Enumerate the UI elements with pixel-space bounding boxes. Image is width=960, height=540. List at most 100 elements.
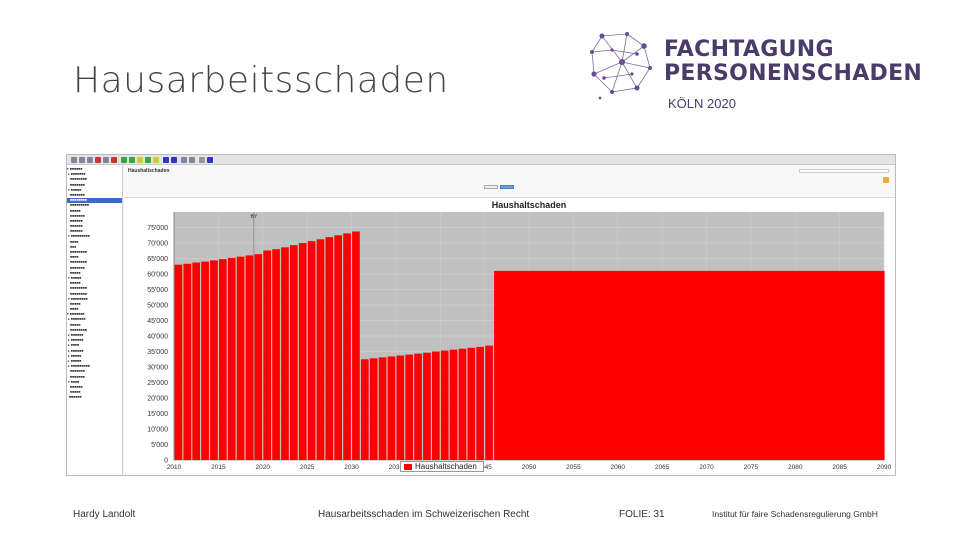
tree-item[interactable]: ■■■■■■■■ (67, 260, 87, 265)
bar (316, 239, 325, 460)
toolbar-icon[interactable] (121, 157, 127, 163)
tree-item[interactable]: ▾ ■■■■■■■■ (67, 296, 88, 301)
event-location: KÖLN 2020 (668, 96, 736, 111)
tree-item[interactable]: ▸ ■■■■■ (67, 358, 82, 363)
tree-item[interactable]: ■■■■■ (67, 390, 81, 395)
toolbar-icon[interactable] (199, 157, 205, 163)
tree-item[interactable]: ▸ ■■■■■■ (67, 348, 84, 353)
date-field[interactable] (799, 169, 889, 173)
event-logo: FACHTAGUNG PERSONENSCHADEN KÖLN 2020 (582, 26, 922, 116)
x-tick-label: 2055 (566, 464, 581, 471)
toolbar-icon[interactable] (111, 157, 117, 163)
bar-chart: Haushaltschaden 0 5'000 10'000 15'000 20'000 2… (147, 200, 891, 471)
tree-item[interactable]: ■■■■■■ (67, 224, 83, 229)
y-tick-label: 10'000 (147, 427, 168, 434)
tree-item[interactable]: ■■■■■ (67, 208, 81, 213)
view-tab[interactable] (484, 185, 498, 189)
tree-item[interactable]: ▸ ■■■■■■■ (67, 317, 86, 322)
footer-subject: Hausarbeitsschaden im Schweizerischen Re… (318, 509, 530, 520)
tree-item[interactable]: ■■■■ (67, 255, 79, 260)
toolbar-icon[interactable] (181, 157, 187, 163)
tree-item[interactable]: ▾ ■■■■■ (67, 187, 82, 192)
y-tick-label: 15'000 (147, 411, 168, 418)
toolbar-icon[interactable] (103, 157, 109, 163)
x-tick-label: 2020 (256, 464, 271, 471)
bar (227, 257, 236, 460)
tree-item[interactable]: ▾ ■■■■■■ (67, 167, 83, 171)
bar (236, 256, 245, 460)
tree-item[interactable]: ▾ ■■■■■■■ (67, 312, 85, 317)
x-tick-label: 2060 (611, 464, 626, 471)
tree-item[interactable]: ■■■■ (67, 307, 79, 312)
logo-line-2: PERSONENSCHADEN (664, 61, 923, 86)
tree-item[interactable]: ■■■■■■■■ (67, 177, 87, 182)
tree-item[interactable]: ■■■■■■ (67, 218, 83, 223)
toolbar-icon[interactable] (137, 157, 143, 163)
tree-item[interactable]: ■■■■■■■■ (67, 291, 87, 296)
tree-item[interactable]: ■■■■■■ (67, 395, 82, 400)
tree-item[interactable]: ▾ ■■■■■■■■■ (67, 234, 90, 239)
bar (334, 235, 343, 460)
tree-item[interactable]: ▸ ■■■■■■■■■ (67, 364, 90, 369)
tree-item[interactable]: ■■■■■■ (67, 384, 83, 389)
y-tick-label: 75'000 (147, 225, 168, 232)
tree-item[interactable]: ■■■■■■■■ (67, 327, 87, 332)
toolbar-icon[interactable] (71, 157, 77, 163)
toolbar-icon[interactable] (189, 157, 195, 163)
tree-item[interactable]: ■■■■■ (67, 270, 81, 275)
toolbar-icon[interactable] (87, 157, 93, 163)
toolbar-icon[interactable] (163, 157, 169, 163)
bar (458, 348, 467, 460)
x-tick-label: 2085 (832, 464, 847, 471)
y-tick-label: 20'000 (147, 396, 168, 403)
tree-item[interactable]: ■■■■■■■■■ (67, 203, 89, 208)
tree-item[interactable]: ■■■■■■■■ (67, 250, 87, 254)
bar (254, 254, 263, 460)
export-icon[interactable] (883, 177, 889, 183)
tree-item[interactable]: ▸ ■■■■■■ (67, 338, 84, 343)
y-tick-label: 0 (164, 458, 168, 465)
toolbar-icon[interactable] (95, 157, 101, 163)
slide-title: Hausarbeitsschaden (73, 60, 449, 101)
tree-item[interactable]: ■■■■■ (67, 301, 81, 306)
bar (325, 237, 334, 460)
y-tick-label: 5'000 (151, 442, 168, 449)
tree-item[interactable]: ■■■■■■ (67, 229, 83, 234)
bar (245, 255, 254, 460)
toolbar-icon[interactable] (79, 157, 85, 163)
tree-item[interactable]: ■■■■■■■ (67, 265, 85, 270)
bar (307, 241, 316, 460)
bar (281, 247, 289, 460)
bar (449, 349, 458, 460)
tree-item[interactable]: ■■■■■■■ (67, 374, 85, 379)
tree-item[interactable]: ■■■■■ (67, 281, 81, 286)
tree-item[interactable]: ■■■■■■■ (67, 182, 85, 187)
toolbar-icon[interactable] (171, 157, 177, 163)
chart-title: Haushaltschaden (492, 200, 567, 210)
toolbar-icon[interactable] (153, 157, 159, 163)
bar (192, 262, 201, 460)
app-screenshot: ▾ ■■■■■■ ▸ ■■■■■■■ ■■■■■■■■ ■■■■■■■ ▾ ■■… (66, 154, 896, 476)
tree-item[interactable]: ■■■■■■■ (67, 192, 85, 197)
tree-item[interactable]: ■■■■ (67, 239, 79, 244)
tree-item[interactable]: ■■■■■■■ (67, 369, 85, 374)
toolbar-icon[interactable] (145, 157, 151, 163)
logo-wordmark: FACHTAGUNG PERSONENSCHADEN (664, 38, 922, 86)
bar (485, 345, 493, 460)
tree-item[interactable]: ▾ ■■■■■ (67, 275, 82, 280)
toolbar-icon[interactable] (129, 157, 135, 163)
tree-item-selected[interactable]: ■■■■■■■■ (67, 198, 122, 204)
bar (289, 245, 298, 460)
bar (343, 233, 351, 460)
tree-item[interactable]: ▸ ■■■■■ (67, 353, 82, 358)
tree-item[interactable]: ▸ ■■■■■■ (67, 333, 84, 337)
tree-item[interactable]: ■■■■■■■ (67, 213, 85, 218)
tree-item[interactable]: ▸ ■■■■ (67, 343, 80, 348)
toolbar-icon[interactable] (207, 157, 213, 163)
tree-item[interactable]: ■■■■■ (67, 322, 81, 327)
tree-item[interactable]: ▾ ■■■■ (67, 379, 80, 384)
tree-item[interactable]: ■■■ (67, 244, 77, 249)
view-tab-active[interactable] (500, 185, 514, 189)
tree-item[interactable]: ■■■■■■■■ (67, 286, 87, 291)
tree-item[interactable]: ▸ ■■■■■■■ (67, 172, 86, 177)
